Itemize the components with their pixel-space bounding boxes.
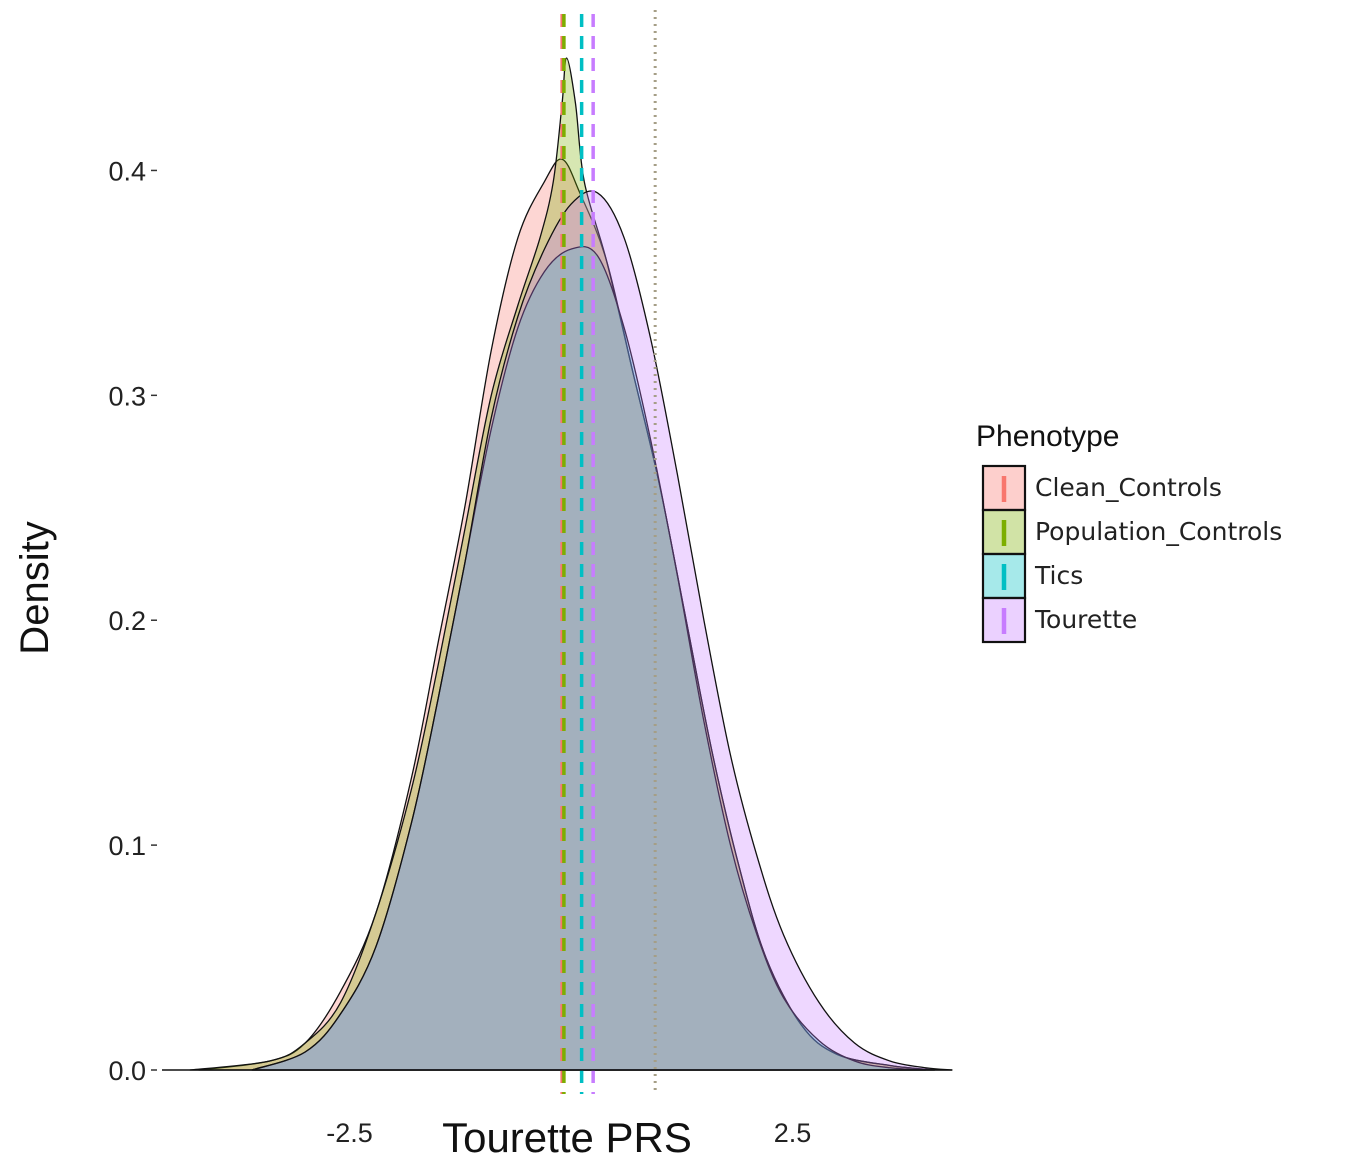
legend-item-clean-controls: Clean_Controls — [981, 464, 1222, 512]
legend-item-tourette: Tourette — [981, 596, 1137, 644]
y-axis-title: Density — [13, 521, 57, 654]
legend-item-tics: Tics — [981, 552, 1083, 600]
y-tick-label: 0.1 — [108, 831, 146, 861]
y-tick-label: 0.0 — [108, 1056, 146, 1086]
density-area-tourette — [251, 190, 953, 1071]
legend-label: Clean_Controls — [1035, 473, 1222, 502]
legend-label: Tourette — [1034, 605, 1137, 634]
y-tick-label: 0.4 — [108, 156, 146, 186]
legend-label: Population_Controls — [1035, 517, 1282, 546]
legend-item-population-controls: Population_Controls — [981, 508, 1282, 556]
legend: Phenotype Clean_Controls Population_Contr… — [976, 420, 1282, 644]
axes: 0.0 0.1 0.2 0.3 0.4 -2.5 2.5 — [108, 156, 952, 1148]
x-axis-title: Tourette PRS — [442, 1114, 692, 1161]
density-areas — [189, 57, 953, 1071]
y-tick-label: 0.2 — [108, 606, 146, 636]
y-tick-label: 0.3 — [108, 381, 146, 411]
mean-lines — [560, 10, 657, 1094]
x-tick-label: 2.5 — [774, 1118, 812, 1148]
x-tick-label: -2.5 — [326, 1118, 373, 1148]
legend-label: Tics — [1034, 561, 1083, 590]
legend-title: Phenotype — [976, 420, 1119, 453]
